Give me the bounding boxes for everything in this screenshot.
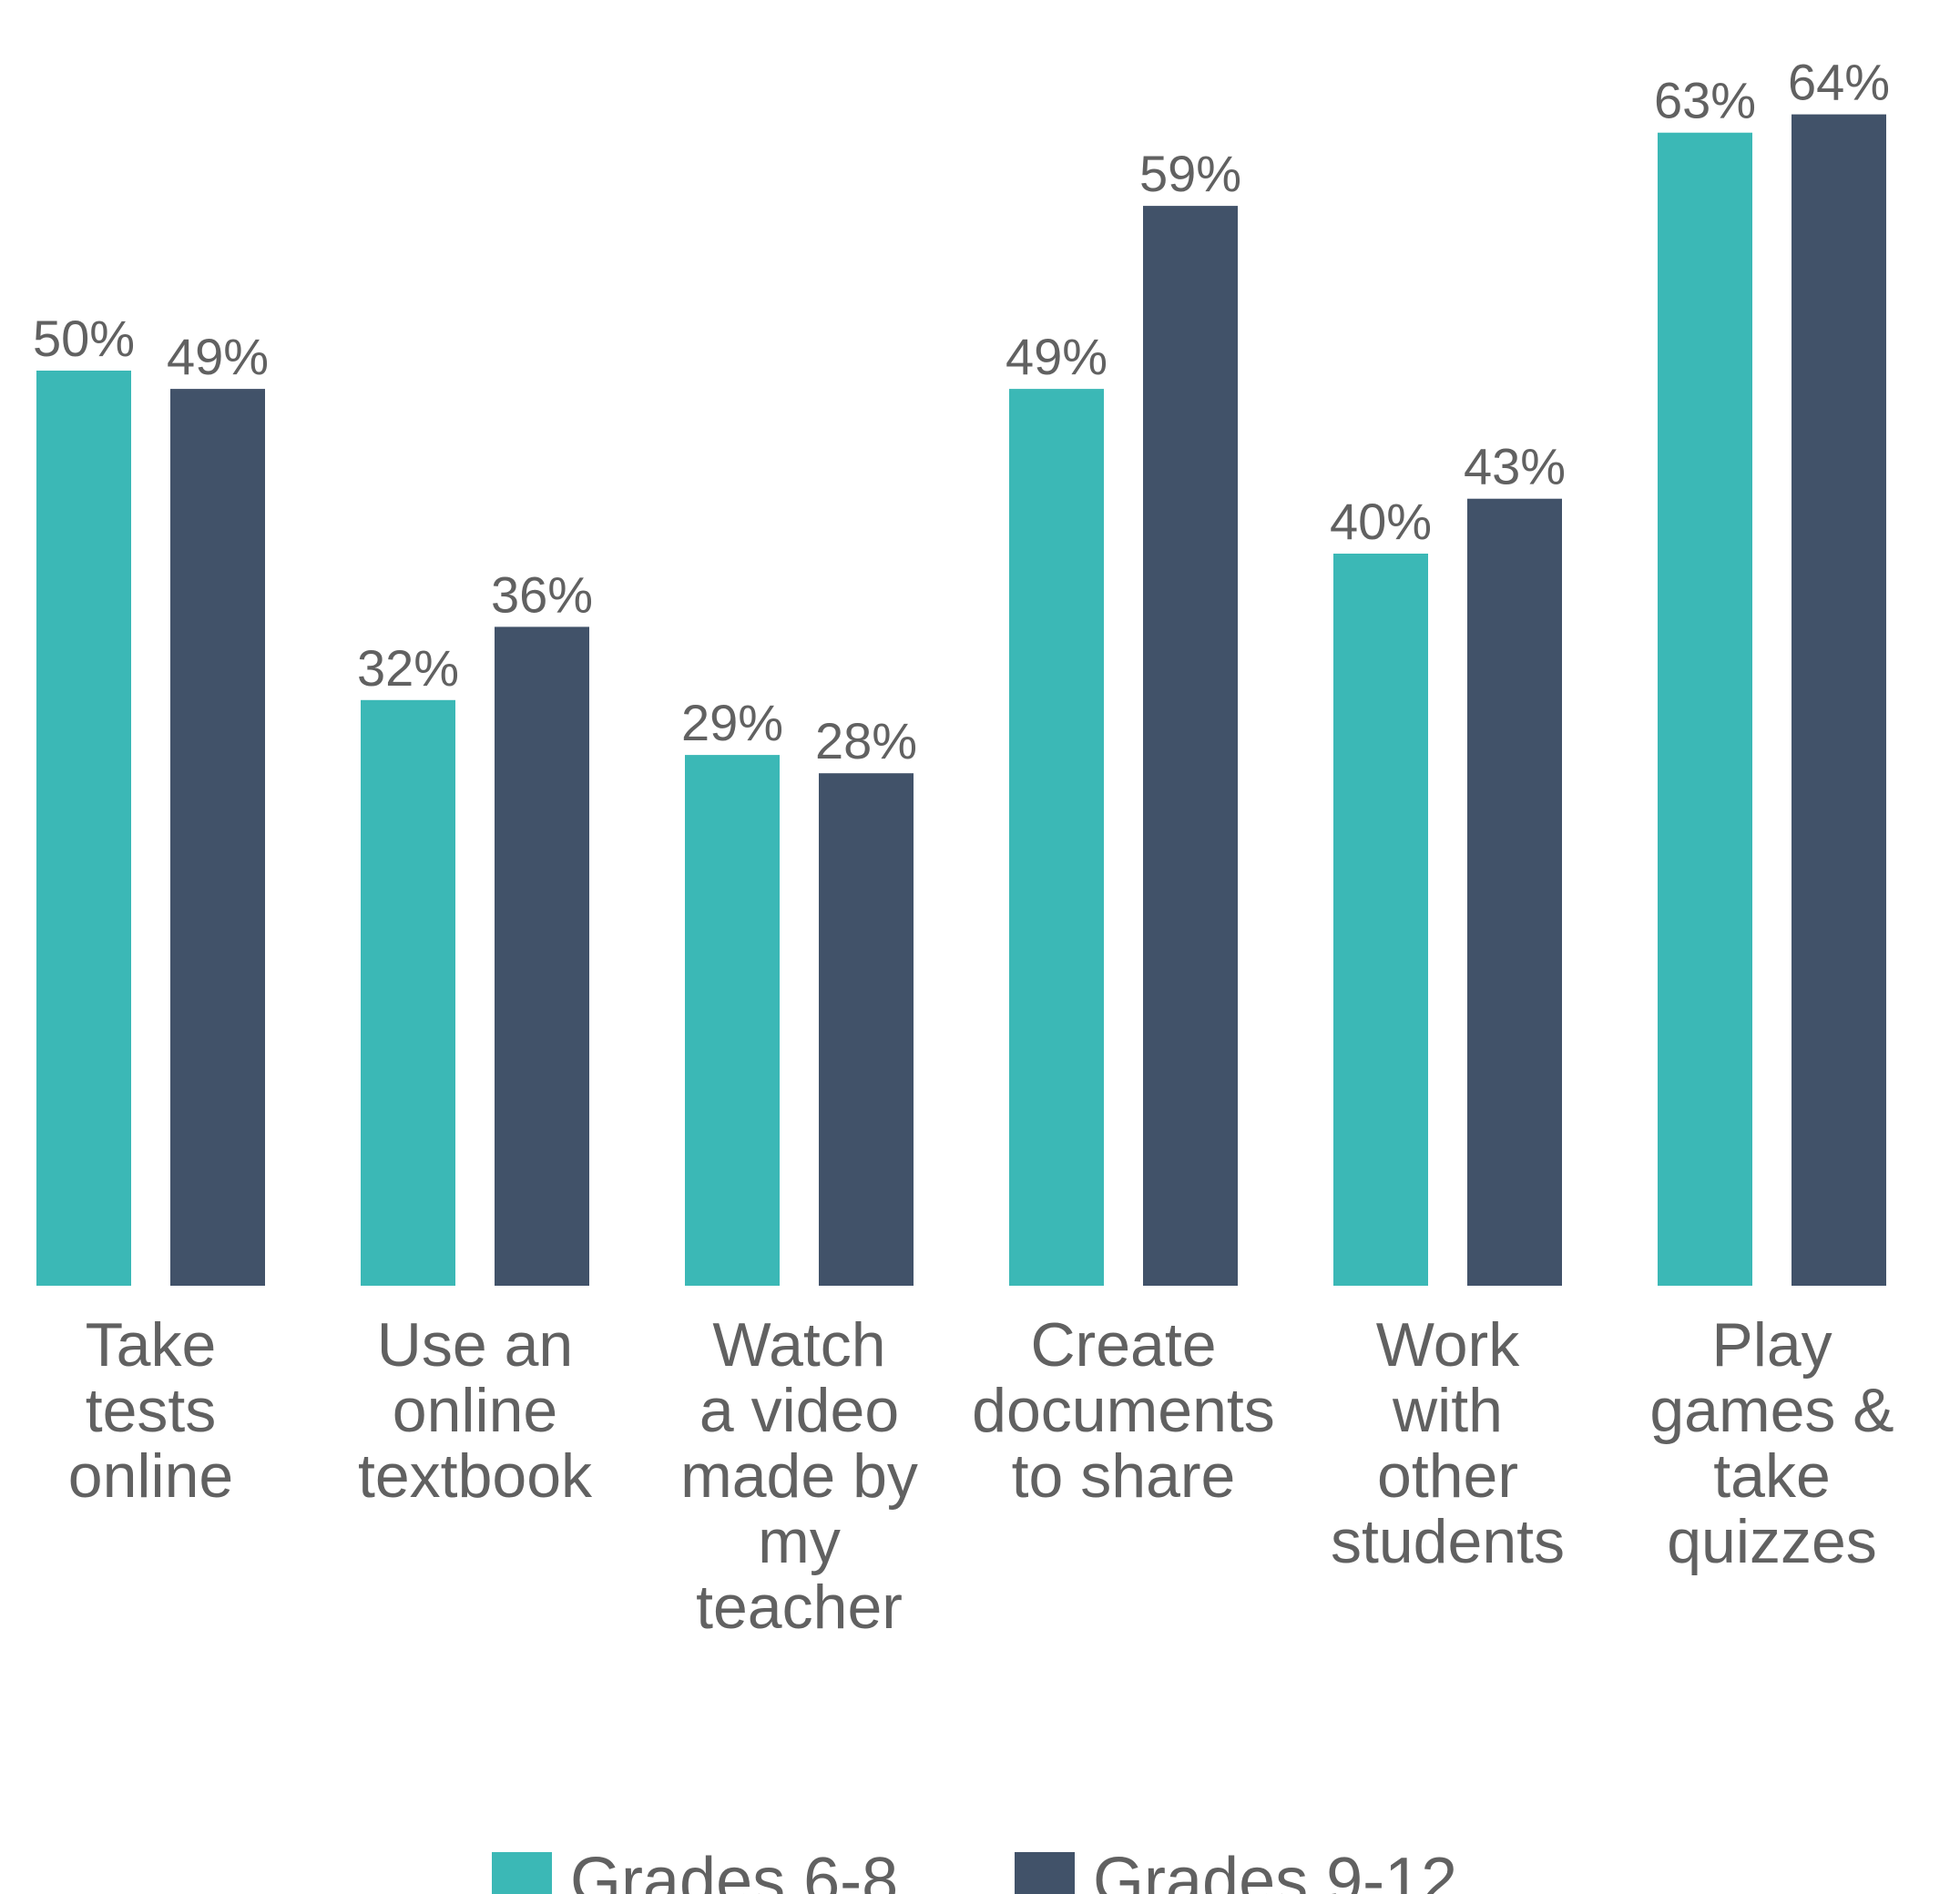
value-label: 63% <box>1654 72 1756 129</box>
bar-grades-9-12-1 <box>495 626 589 1286</box>
bar-grades-9-12-3 <box>1143 206 1238 1287</box>
legend-item: Grades 6-8 <box>492 1845 898 1894</box>
category-label-line: Take <box>86 1310 217 1380</box>
bar-grades-6-8-2 <box>685 755 780 1286</box>
value-label: 50% <box>33 310 135 367</box>
legend-swatch <box>1015 1852 1075 1894</box>
category-label-line: quizzes <box>1667 1507 1877 1576</box>
value-label: 29% <box>681 694 783 751</box>
category-label-line: teacher <box>696 1573 903 1642</box>
bar-grades-9-12-4 <box>1467 498 1562 1286</box>
value-label: 36% <box>491 565 593 623</box>
category-label-line: textbook <box>358 1441 593 1511</box>
bar-grades-9-12-5 <box>1792 114 1886 1287</box>
bar-grades-9-12-2 <box>819 773 914 1286</box>
bars-layer <box>36 114 1886 1287</box>
category-label-line: Work <box>1376 1310 1520 1380</box>
value-labels-layer: 50% 49% 32% 36% 29% 28% 49% 59% 40% 43% 63% 64% <box>33 54 1890 770</box>
category-label-line: online <box>393 1376 558 1445</box>
category-label-line: a video <box>699 1376 899 1445</box>
category-label-line: tests <box>86 1376 217 1445</box>
value-label: 49% <box>167 328 269 385</box>
category-label-line: made by <box>680 1441 918 1511</box>
category-label-line: online <box>68 1441 234 1511</box>
legend: Grades 6-8 Grades 9-12 <box>492 1845 1457 1894</box>
category-label-line: Play <box>1711 1310 1832 1380</box>
category-label-line: other <box>1377 1441 1518 1511</box>
category-label-line: documents <box>972 1376 1275 1445</box>
category-label-line: take <box>1713 1441 1831 1511</box>
value-label: 40% <box>1330 493 1432 550</box>
bar-grades-6-8-3 <box>1009 389 1104 1287</box>
value-label: 59% <box>1139 145 1241 202</box>
bar-grades-6-8-1 <box>361 699 455 1286</box>
legend-label: Grades 9-12 <box>1093 1845 1457 1894</box>
category-label-line: my <box>758 1507 841 1576</box>
value-label: 28% <box>815 712 917 769</box>
category-label-line: Watch <box>712 1310 885 1380</box>
value-label: 43% <box>1464 438 1566 495</box>
bar-grades-6-8-0 <box>36 371 131 1286</box>
value-label: 64% <box>1788 54 1890 111</box>
category-label-line: with <box>1392 1376 1503 1445</box>
legend-item: Grades 9-12 <box>1015 1845 1457 1894</box>
bar-grades-9-12-0 <box>170 389 265 1287</box>
bar-grades-6-8-5 <box>1658 132 1752 1287</box>
category-label-line: to share <box>1012 1441 1236 1511</box>
category-label-line: Use an <box>377 1310 573 1380</box>
bar-grades-6-8-4 <box>1333 554 1428 1286</box>
value-label: 32% <box>357 639 459 697</box>
value-label: 49% <box>1006 328 1108 385</box>
legend-label: Grades 6-8 <box>570 1845 898 1894</box>
legend-swatch <box>492 1852 552 1894</box>
category-label-line: games & <box>1649 1376 1894 1445</box>
category-label-line: Create <box>1030 1310 1216 1380</box>
category-label-line: students <box>1331 1507 1565 1576</box>
